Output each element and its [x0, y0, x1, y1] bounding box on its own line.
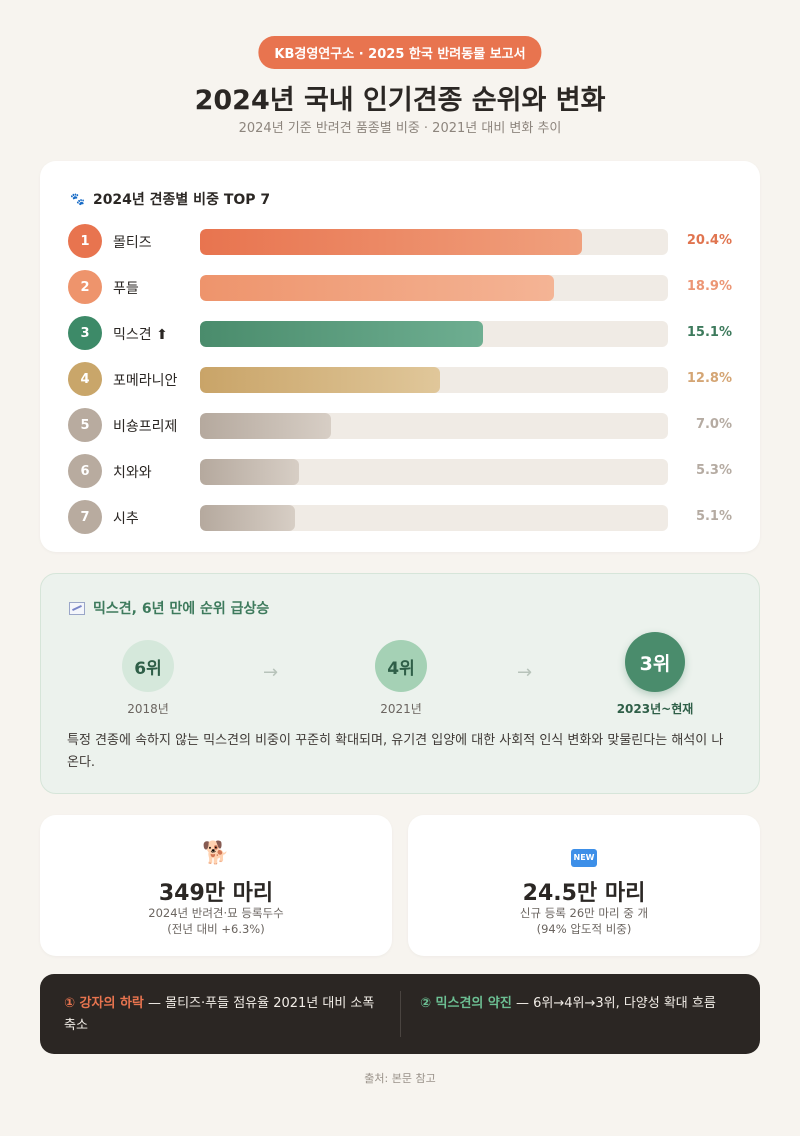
bar-track [200, 275, 668, 301]
bar-track [200, 505, 668, 531]
bar [200, 275, 554, 301]
paw-icon: 🐾 [70, 192, 85, 206]
breed-label: 몰티즈 [113, 235, 152, 251]
bar [200, 413, 331, 439]
divider [400, 991, 401, 1037]
bar-row: 7 시추 5.1% [68, 500, 732, 534]
trend-year: 2023년~현재 [616, 702, 694, 716]
new-icon: NEW [570, 849, 598, 867]
breed-label: 비숑프리제 [113, 419, 178, 435]
arrow-right-icon: → [263, 662, 279, 683]
rank-circle: 5 [68, 408, 102, 442]
trend-description: 특정 견종에 속하지 않는 믹스견의 비중이 꾸준히 확대되며, 유기견 입양에… [67, 733, 724, 770]
trend-step-2018: 6위 2018년 [103, 640, 193, 717]
trend-year: 2018년 [127, 702, 169, 716]
insight-label: ② 믹스견의 약진 [420, 996, 512, 1011]
bar [200, 505, 295, 531]
bar-track [200, 229, 668, 255]
page-title: 2024년 국내 인기견종 순위와 변화 [194, 85, 606, 116]
stat-desc-line: 2024년 반려견·묘 등록두수 [148, 906, 284, 920]
rank-circle: 1 [68, 224, 102, 258]
ranking-title: 🐾 2024년 견종별 비중 TOP 7 [70, 189, 270, 209]
ranking-card: 🐾 2024년 견종별 비중 TOP 7 1 몰티즈 20.4% 2 푸들 18.9% 3 믹… [40, 161, 760, 552]
value-label: 12.8% [686, 371, 732, 386]
rank-circle: 3 [68, 316, 102, 350]
trend-year: 2021년 [380, 702, 422, 716]
trend-title-text: 믹스견, 6년 만에 순위 급상승 [93, 601, 270, 617]
rank-circle: 7 [68, 500, 102, 534]
breed-label: 시추 [113, 511, 139, 527]
value-label: 5.1% [695, 509, 732, 524]
stat-description: 2024년 반려견·묘 등록두수 (전년 대비 +6.3%) [40, 905, 392, 937]
insight-label: ① 강자의 하락 [64, 996, 144, 1011]
bar [200, 459, 299, 485]
stat-value: 24.5만 마리 [522, 881, 646, 906]
bar-row: 5 비숑프리제 7.0% [68, 408, 732, 442]
insights-bar: ① 강자의 하락 — 몰티즈·푸들 점유율 2021년 대비 소폭 축소 ② 믹… [40, 974, 760, 1054]
ranking-title-text: 2024년 견종별 비중 TOP 7 [92, 192, 271, 208]
bar-row: 2 푸들 18.9% [68, 270, 732, 304]
bar-row: 6 치와와 5.3% [68, 454, 732, 488]
breed-label: 포메라니안 [113, 373, 178, 389]
value-label: 15.1% [686, 325, 732, 340]
stat-card-new-registrations: NEW 24.5만 마리 신규 등록 26만 마리 중 개 (94% 압도적 비… [408, 815, 760, 956]
insight-rise: ② 믹스견의 약진 — 6위→4위→3위, 다양성 확대 흐름 [420, 993, 742, 1015]
bar [200, 321, 483, 347]
value-label: 20.4% [686, 233, 732, 248]
insight-text: — 6위→4위→3위, 다양성 확대 흐름 [511, 996, 716, 1011]
value-label: 5.3% [695, 463, 732, 478]
bar-track [200, 367, 668, 393]
stat-description: 신규 등록 26만 마리 중 개 (94% 압도적 비중) [408, 905, 760, 937]
stat-desc-line: 신규 등록 26만 마리 중 개 [519, 906, 649, 920]
insight-decline: ① 강자의 하락 — 몰티즈·푸들 점유율 2021년 대비 소폭 축소 [64, 993, 386, 1037]
stat-desc-line: (전년 대비 +6.3%) [167, 922, 265, 936]
bar-track [200, 459, 668, 485]
breed-label: 푸들 [113, 281, 139, 297]
stat-card-registrations: 🐕 349만 마리 2024년 반려견·묘 등록두수 (전년 대비 +6.3%) [40, 815, 392, 956]
rank-circle: 2 [68, 270, 102, 304]
trend-step-current: 3위 2023년~현재 [603, 632, 707, 717]
breed-label: 믹스견 ⬆ [113, 327, 168, 343]
value-label: 18.9% [686, 279, 732, 294]
stat-desc-line: (94% 압도적 비중) [536, 922, 632, 936]
trend-rank-ball: 6위 [122, 640, 174, 692]
bar-track [200, 321, 668, 347]
bar [200, 367, 440, 393]
trend-rank-ball: 3위 [625, 632, 685, 692]
value-label: 7.0% [695, 417, 732, 432]
chart-increasing-icon [69, 601, 85, 615]
page-subtitle: 2024년 기준 반려견 품종별 비중 · 2021년 대비 변화 추이 [238, 121, 562, 136]
bar-row: 1 몰티즈 20.4% [68, 224, 732, 258]
trend-title: 믹스견, 6년 만에 순위 급상승 [69, 598, 269, 618]
bar-track [200, 413, 668, 439]
insight-text: — 몰티즈·푸들 점유율 2021년 대비 소폭 축소 [64, 996, 375, 1033]
breed-label: 치와와 [113, 465, 152, 481]
arrow-right-icon: → [517, 662, 533, 683]
bar-row: 3 믹스견 ⬆ 15.1% [68, 316, 732, 350]
rank-circle: 4 [68, 362, 102, 396]
trend-rank-ball: 4위 [375, 640, 427, 692]
trend-step-2021: 4위 2021년 [356, 640, 446, 717]
report-badge: KB경영연구소 · 2025 한국 반려동물 보고서 [258, 36, 542, 69]
trend-card: 믹스견, 6년 만에 순위 급상승 6위 2018년 → 4위 2021년 → … [40, 573, 760, 794]
source-note: 출처: 본문 참고 [364, 1072, 436, 1085]
bar-row: 4 포메라니안 12.8% [68, 362, 732, 396]
stat-value: 349만 마리 [158, 881, 274, 906]
dog-icon: 🐕 [202, 841, 230, 866]
rank-circle: 6 [68, 454, 102, 488]
bar [200, 229, 582, 255]
